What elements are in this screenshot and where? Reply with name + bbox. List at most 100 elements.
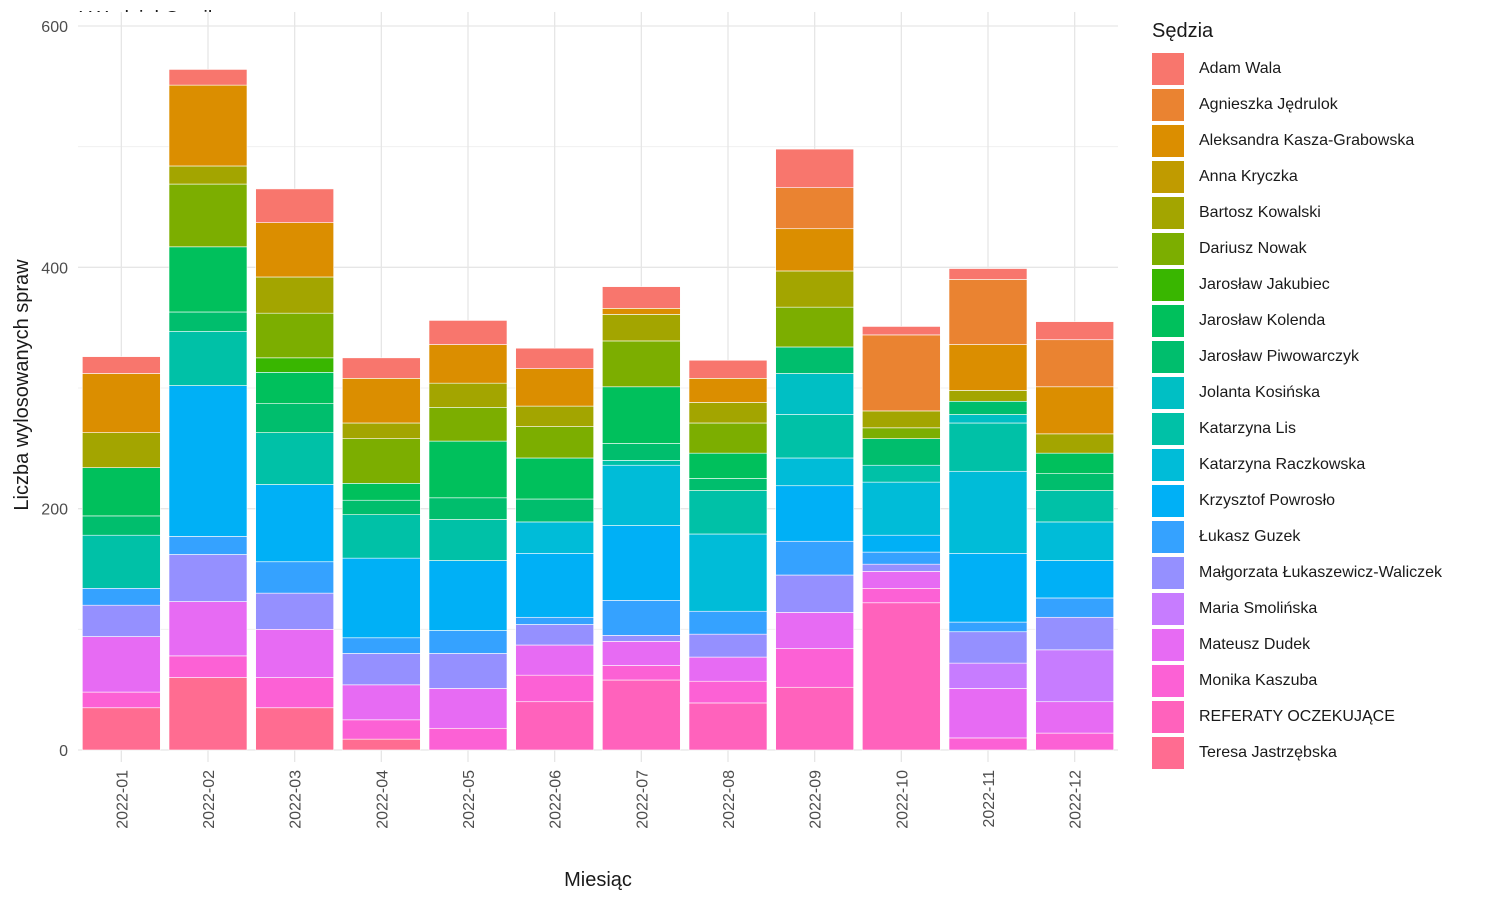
bar-segment: [1035, 732, 1114, 751]
legend-item: Mateusz Dudek: [1152, 627, 1442, 663]
bar-segment: [602, 635, 681, 642]
legend-swatch: [1152, 197, 1184, 229]
legend-swatch: [1152, 53, 1184, 85]
legend-label: Krzysztof Powrosło: [1199, 492, 1336, 509]
bar-segment: [948, 279, 1028, 345]
bar-segment: [342, 422, 421, 439]
bar-segment: [82, 636, 161, 693]
bar-segment: [1035, 473, 1114, 491]
bar-segment: [515, 624, 594, 646]
legend-label: Aleksandra Kasza-Grabowska: [1199, 132, 1415, 149]
bar-segment: [82, 467, 161, 517]
bar-segment: [515, 521, 594, 554]
legend-swatch: [1152, 269, 1184, 301]
bar-segment: [342, 637, 421, 654]
bar-segment: [255, 677, 334, 709]
legend-swatch: [1152, 701, 1184, 733]
bar-segment: [948, 688, 1028, 739]
bar-segment: [255, 276, 334, 314]
legend-swatch: [1152, 377, 1184, 409]
bar-segment: [775, 148, 854, 188]
stacked-bar-chart: 0 200 400 600 2022-01 2022-02 2022-03 2022-04 20…: [11, 12, 1118, 891]
legend-swatch: [1152, 485, 1184, 517]
bar-segment: [255, 629, 334, 678]
legend-item: Katarzyna Lis: [1152, 411, 1442, 447]
bar-segment: [255, 592, 334, 630]
x-tick-label: 2022-04: [374, 770, 391, 829]
legend-items: Adam Wala Agnieszka Jędrulok Aleksandra Ka…: [1152, 51, 1442, 771]
legend-label: Bartosz Kowalski: [1199, 204, 1321, 221]
bar-segment: [948, 737, 1028, 751]
bar-segment: [948, 422, 1028, 472]
bar-segment: [255, 357, 334, 373]
bar-segment: [775, 574, 854, 613]
bar-segment: [168, 246, 248, 313]
bar-segment: [948, 400, 1028, 415]
bar-segment: [515, 701, 594, 751]
bar-segment: [775, 187, 854, 230]
bar-segment: [428, 344, 508, 384]
bar-segment: [948, 470, 1028, 554]
legend-label: Katarzyna Lis: [1199, 420, 1296, 437]
bar-segment: [515, 405, 594, 427]
bar-segment: [1035, 490, 1114, 523]
bar-segment: [688, 633, 768, 658]
legend-label: Jarosław Jakubiec: [1199, 276, 1330, 293]
bar-segment: [862, 438, 941, 466]
bar-segment: [862, 334, 941, 412]
y-tick-label: 400: [41, 260, 68, 277]
bar-segment: [862, 588, 941, 604]
x-tick-label: 2022-08: [721, 770, 738, 829]
bar-segment: [515, 553, 594, 618]
bar-segment: [342, 483, 421, 501]
bar-segment: [342, 514, 421, 559]
bar-segment: [255, 561, 334, 594]
bar-segment: [1035, 597, 1114, 618]
legend: Sędzia Adam Wala Agnieszka Jędrulok Aleksa…: [1152, 20, 1442, 771]
bar-segment: [428, 440, 508, 499]
bar-segment: [515, 368, 594, 407]
bar-segment: [342, 653, 421, 686]
bar-segment: [428, 320, 508, 345]
bar-segment: [255, 403, 334, 433]
bar-segment: [688, 452, 768, 479]
bar-segment: [1035, 560, 1114, 599]
bar-segment: [255, 484, 334, 563]
legend-item: Anna Kryczka: [1152, 159, 1442, 195]
legend-label: Adam Wala: [1199, 60, 1282, 77]
bar-segment: [168, 601, 248, 657]
legend-swatch: [1152, 89, 1184, 121]
bar-segment: [862, 563, 941, 572]
bar-segment: [255, 188, 334, 223]
bar-segment: [775, 306, 854, 348]
bar-segment: [428, 560, 508, 631]
legend-swatch: [1152, 413, 1184, 445]
bar-segment: [688, 656, 768, 682]
bar-segment: [342, 378, 421, 424]
x-tick-label: 2022-01: [114, 770, 131, 829]
bar-segment: [862, 481, 941, 536]
legend-item: REFERATY OCZEKUJĄCE: [1152, 699, 1442, 735]
bar-segment: [688, 490, 768, 535]
bar-segment: [775, 686, 854, 751]
legend-item: Małgorzata Łukaszewicz-Waliczek: [1152, 555, 1442, 591]
bar-segment: [515, 644, 594, 676]
bar-segment: [1035, 339, 1114, 388]
legend-item: Łukasz Guzek: [1152, 519, 1442, 555]
bar-segment: [428, 630, 508, 654]
bar-segment: [775, 228, 854, 272]
bar-segment: [862, 551, 941, 565]
bar-segment: [168, 183, 248, 248]
bar-segment: [428, 727, 508, 751]
x-tick-label: 2022-06: [548, 770, 565, 829]
legend-swatch: [1152, 593, 1184, 625]
bar-segment: [688, 402, 768, 424]
bar-segment: [428, 407, 508, 442]
legend-item: Krzysztof Powrosło: [1152, 483, 1442, 519]
bar-segment: [168, 655, 248, 678]
bar-segment: [342, 499, 421, 516]
bar-segment: [168, 677, 248, 751]
bar-segment: [82, 707, 161, 751]
bar-segment: [775, 373, 854, 415]
bar-segment: [775, 457, 854, 487]
